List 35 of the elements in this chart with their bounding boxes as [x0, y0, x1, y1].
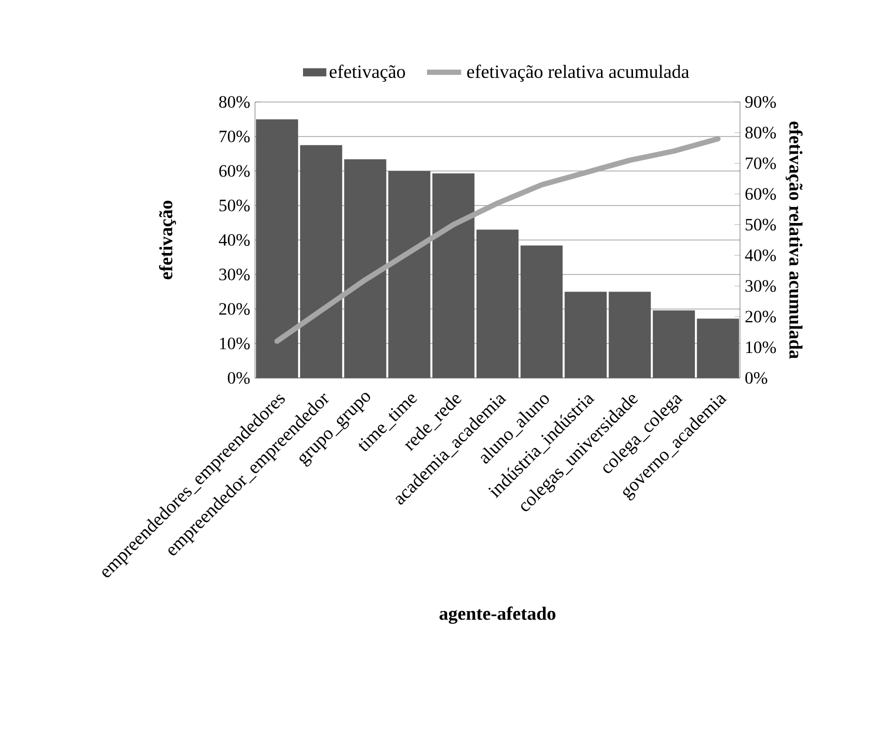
y2-tick-label: 30% — [746, 280, 776, 292]
y-tick-label: 70% — [220, 130, 250, 142]
bar — [344, 159, 386, 378]
y2-tick-label: 20% — [745, 310, 776, 323]
y2-tick-label: 10% — [746, 341, 776, 354]
bar — [388, 170, 430, 378]
y-tick-label: 10% — [220, 338, 250, 350]
bar — [608, 292, 651, 378]
y-axis-title: efetivação — [159, 200, 176, 280]
bar — [520, 246, 563, 378]
bar — [300, 145, 342, 378]
y2-tick-label: 70% — [746, 157, 776, 170]
y-tick-label: 40% — [218, 234, 250, 246]
legend-label: efetivação relativa acumulada — [467, 64, 690, 82]
legend-label: efetivação — [330, 64, 405, 82]
y-tick-label: 80% — [219, 96, 250, 108]
bar — [432, 173, 474, 378]
bar — [564, 292, 607, 378]
x-axis-title: agente-afetado — [440, 606, 556, 624]
y-tick-label: 20% — [219, 303, 250, 315]
y-tick-label: 50% — [220, 200, 250, 212]
bar — [256, 119, 298, 378]
y2-tick-label: 50% — [746, 218, 776, 231]
y2-tick-label: 90% — [745, 96, 776, 108]
bar — [652, 310, 695, 378]
bar — [696, 318, 739, 378]
y2-tick-label: 0% — [745, 372, 768, 384]
bar — [476, 230, 519, 378]
y-tick-label: 60% — [219, 165, 250, 177]
y2-tick-label: 40% — [745, 249, 776, 262]
y-tick-label: 30% — [219, 268, 250, 280]
y-tick-label: 0% — [228, 372, 250, 384]
y2-tick-label: 60% — [745, 188, 776, 200]
y2-tick-label: 80% — [745, 126, 776, 139]
y2-axis-title: efetivação relativa acumulada — [786, 122, 803, 359]
